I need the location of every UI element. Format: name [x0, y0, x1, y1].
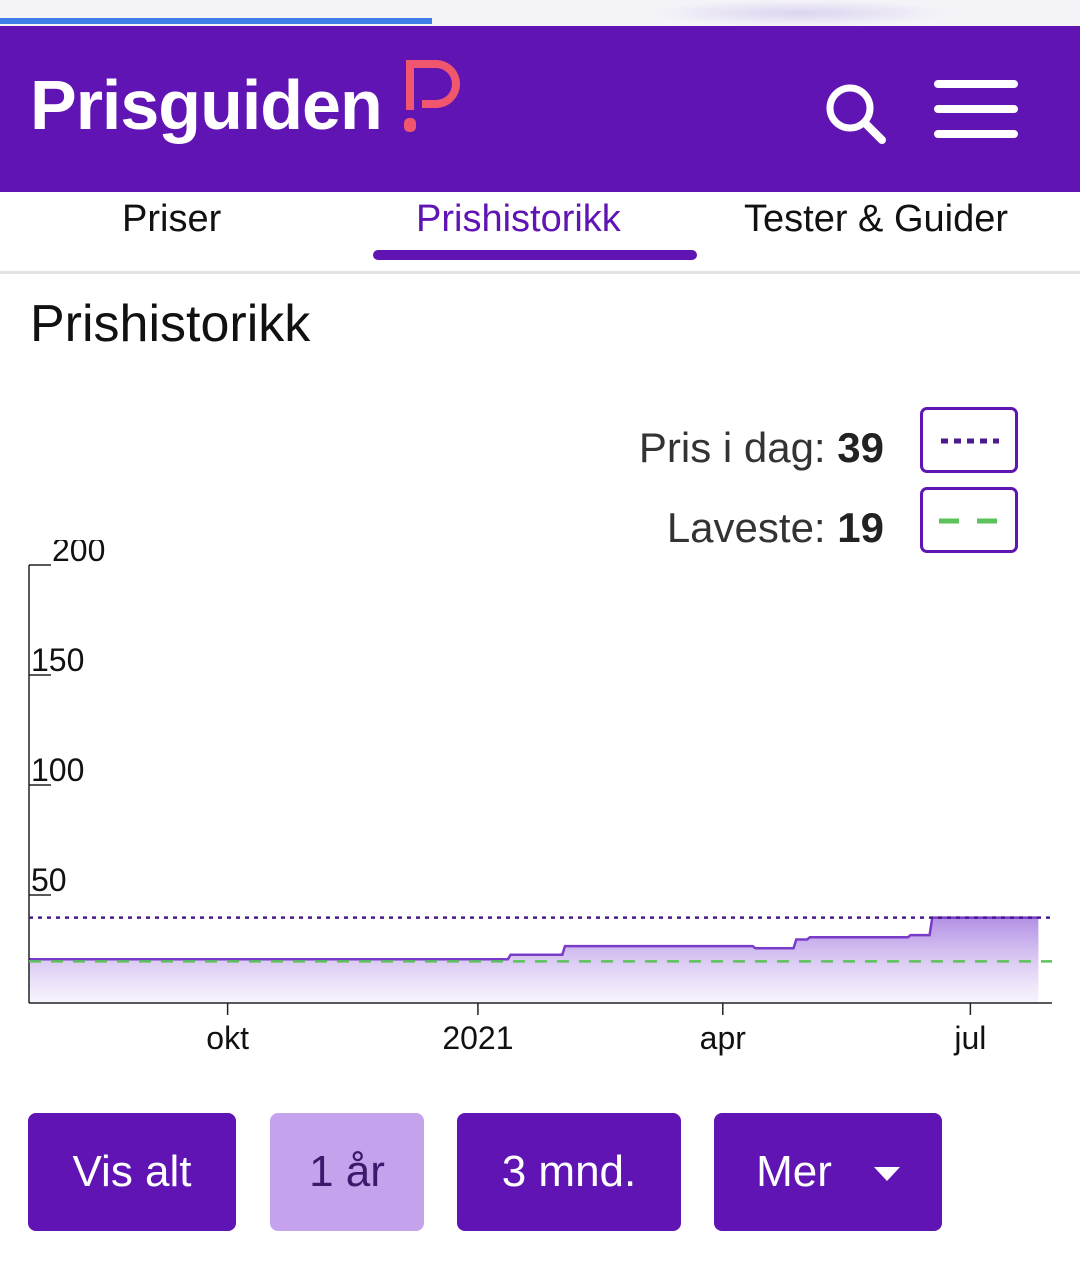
- legend-today-value: 39: [837, 424, 884, 471]
- browser-load-strip: [0, 0, 1080, 26]
- x-tick-label: 2021: [442, 1020, 513, 1056]
- legend-today-toggle[interactable]: [920, 407, 1018, 473]
- range-mer-label: Mer: [756, 1147, 832, 1196]
- legend-lowest-value: 19: [837, 504, 884, 551]
- tab-prishistorikk[interactable]: Prishistorikk: [416, 198, 621, 240]
- tab-tester-guider[interactable]: Tester & Guider: [744, 198, 1008, 240]
- caret-down-icon: [873, 1167, 900, 1181]
- chart-axes: 200 150 100 50 okt 2021 apr jul: [28, 532, 1052, 1056]
- product-tabs: Priser Prishistorikk Tester & Guider: [0, 192, 1080, 274]
- y-tick-label: 200: [52, 540, 105, 568]
- price-history-chart[interactable]: 200 150 100 50 okt 2021 apr jul: [0, 532, 1080, 1060]
- legend-today: Pris i dag: 39: [639, 424, 884, 472]
- range-vis-alt-button[interactable]: Vis alt: [28, 1113, 236, 1231]
- legend-lowest-toggle[interactable]: [920, 487, 1018, 553]
- chart-reference-lines: [29, 916, 1052, 963]
- range-1-ar-button[interactable]: 1 år: [270, 1113, 424, 1231]
- price-series-line: [29, 916, 1039, 961]
- chart-svg: 200 150 100 50 okt 2021 apr jul: [28, 532, 1052, 1056]
- tab-priser[interactable]: Priser: [122, 198, 222, 240]
- chart-area-group: [29, 916, 1039, 1003]
- x-tick-label: jul: [953, 1020, 986, 1056]
- site-header: Prisguiden: [0, 26, 1080, 192]
- menu-bar: [934, 105, 1018, 113]
- y-tick-label: 100: [31, 752, 84, 788]
- range-3-mnd-label: 3 mnd.: [501, 1147, 637, 1196]
- active-tab-indicator: [373, 250, 697, 260]
- dashed-line-icon: [939, 518, 1001, 524]
- menu-bar: [934, 130, 1018, 138]
- legend-today-label: Pris i dag:: [638, 424, 826, 471]
- menu-bar: [934, 80, 1018, 88]
- range-vis-alt-label: Vis alt: [72, 1147, 192, 1196]
- dotted-line-icon: [941, 438, 999, 444]
- legend-lowest: Laveste: 19: [667, 504, 884, 552]
- search-icon[interactable]: [820, 78, 892, 150]
- y-tick-label: 50: [31, 862, 67, 898]
- prisguiden-logo[interactable]: Prisguiden: [30, 66, 383, 144]
- y-tick-label: 150: [31, 642, 84, 678]
- p-logo-icon[interactable]: [400, 56, 470, 136]
- price-area-fill: [29, 917, 1039, 1003]
- legend-lowest-label: Laveste:: [666, 504, 826, 551]
- range-1-ar-label: 1 år: [309, 1147, 385, 1196]
- range-3-mnd-button[interactable]: 3 mnd.: [457, 1113, 681, 1231]
- page-load-progress: [0, 18, 432, 24]
- hamburger-menu-icon[interactable]: [930, 76, 1022, 142]
- load-glow: [650, 0, 950, 26]
- x-tick-label: okt: [206, 1020, 249, 1056]
- x-tick-label: apr: [700, 1020, 747, 1056]
- range-mer-dropdown[interactable]: Mer: [714, 1113, 942, 1231]
- page-title: Prishistorikk: [30, 295, 311, 353]
